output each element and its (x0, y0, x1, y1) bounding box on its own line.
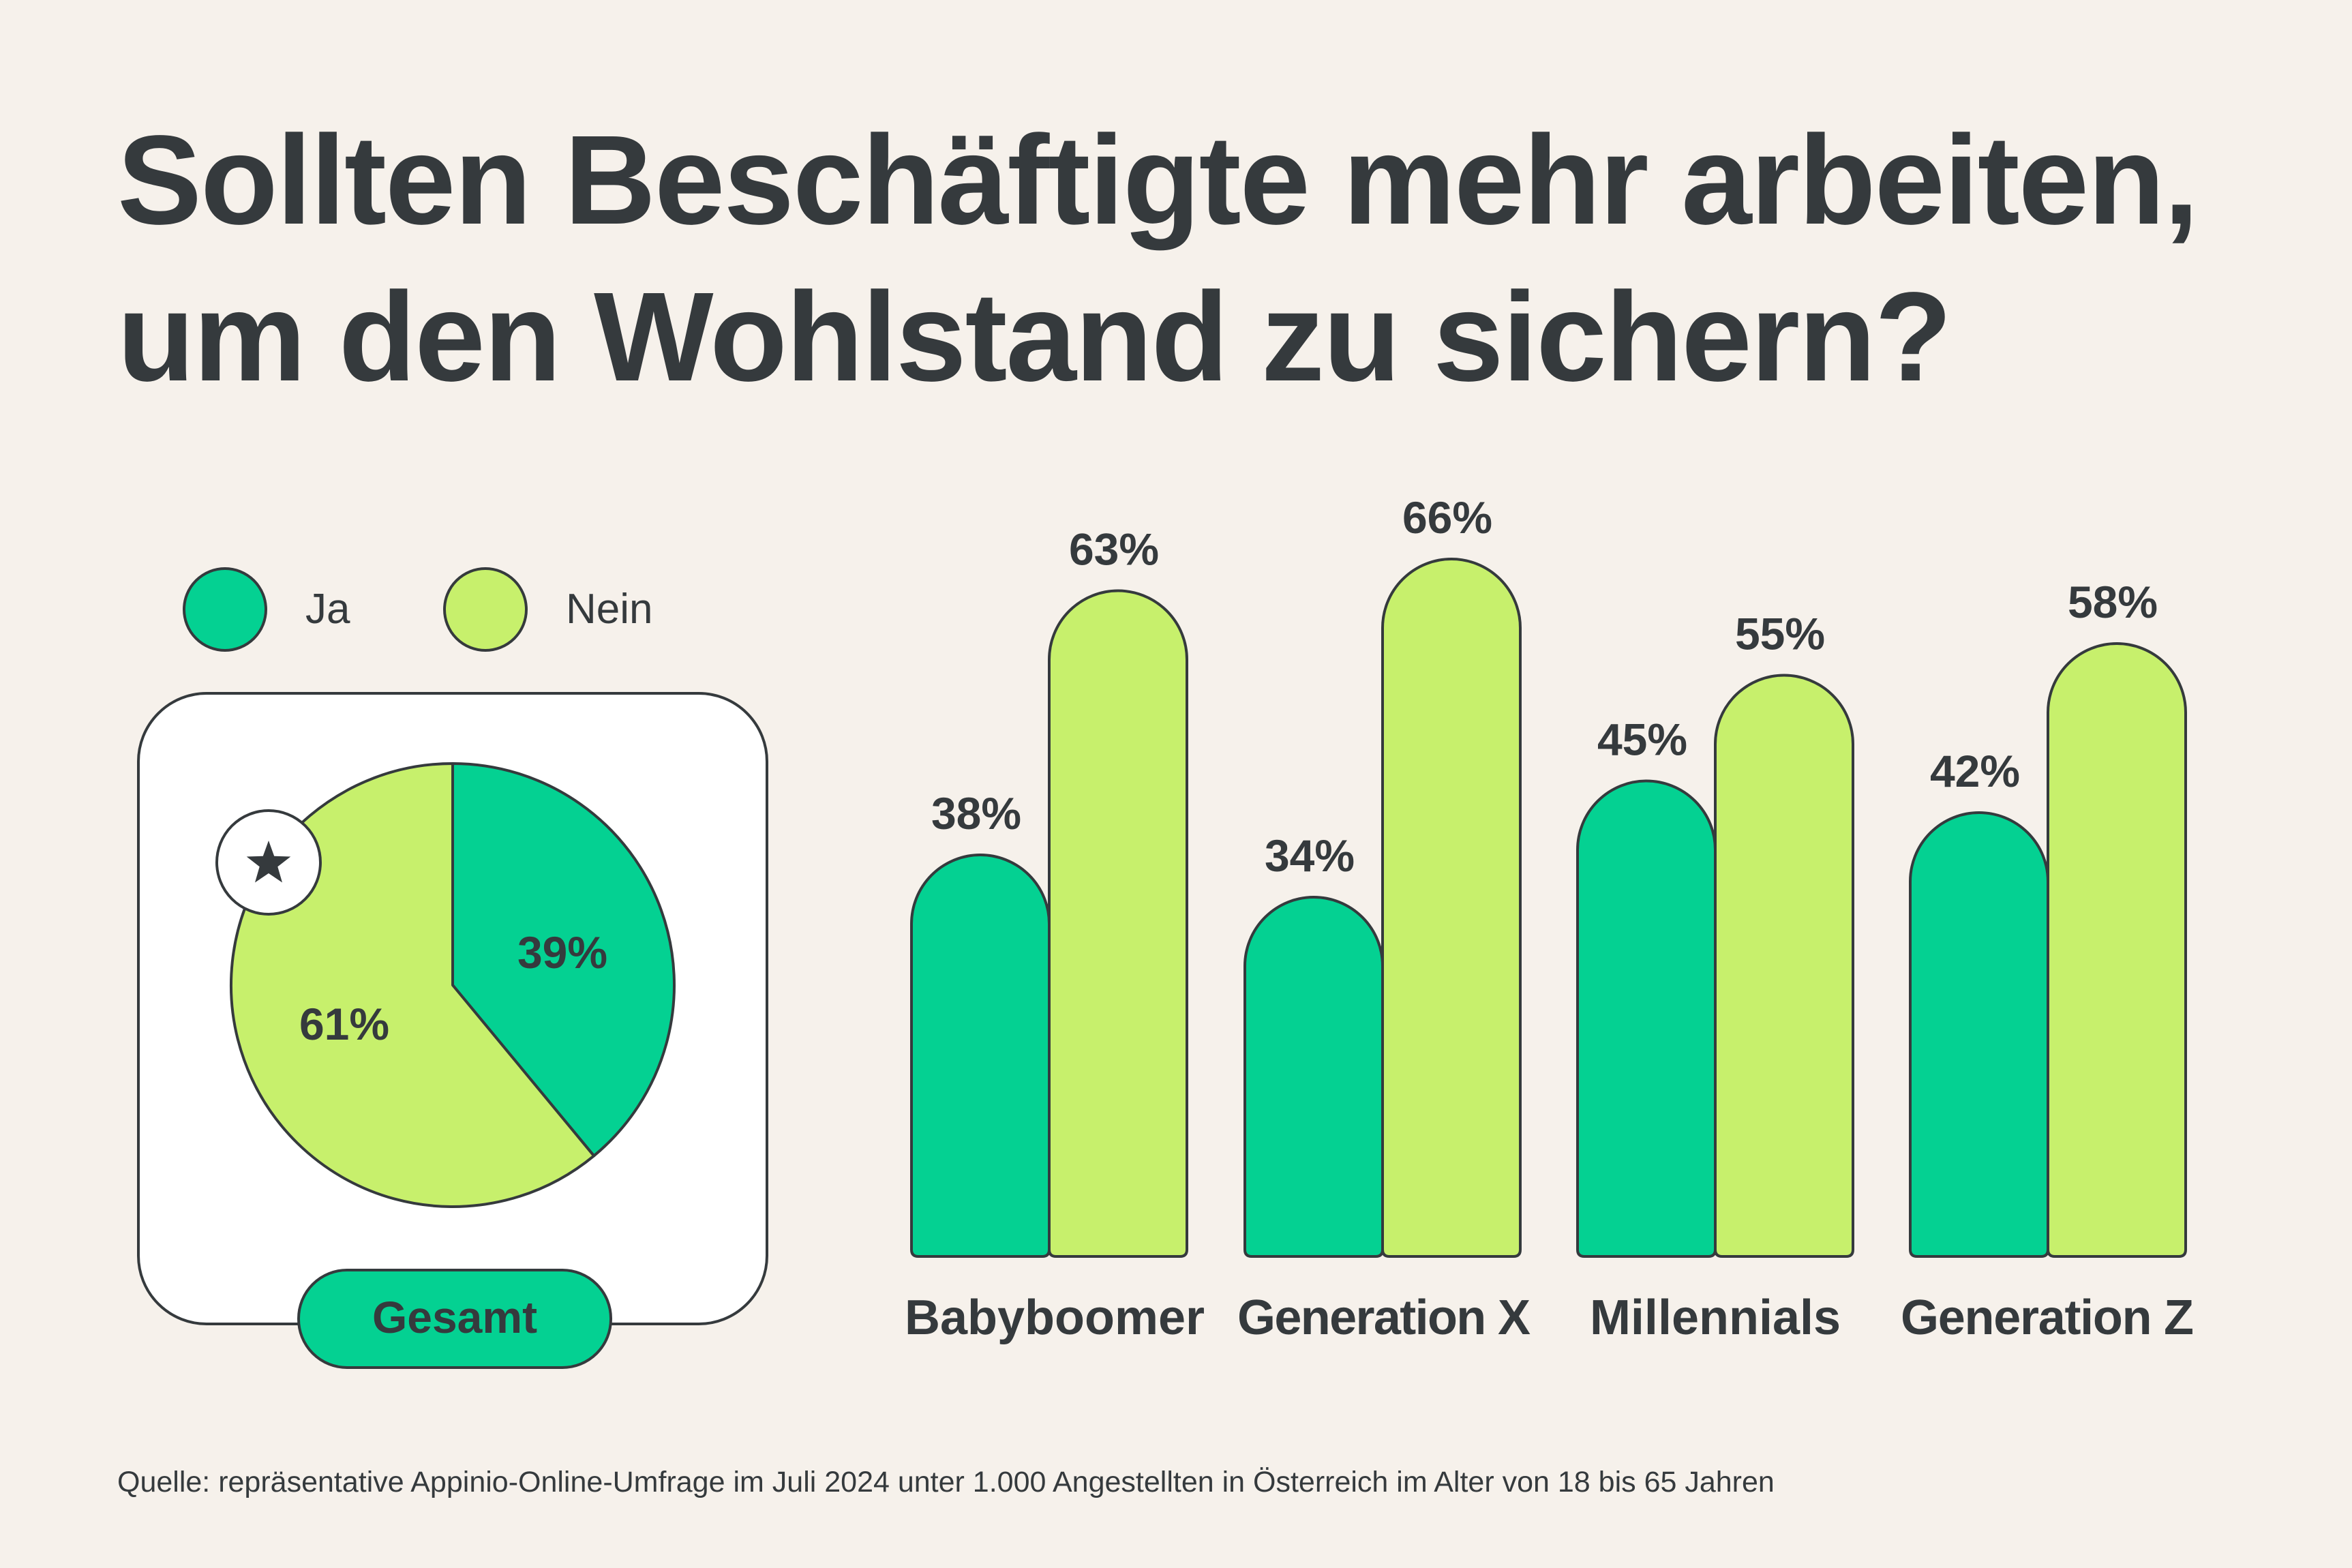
bar-chart: 38% 63% Babyboomer 34% 66% Generation X 45% 55%… (905, 492, 2194, 1345)
bar-value-label: 55% (1735, 609, 1825, 659)
category-label: Millennials (1590, 1291, 1841, 1345)
bar-value-label: 38% (931, 788, 1021, 839)
legend-swatch-nein (443, 567, 528, 652)
gesamt-label: Gesamt (372, 1292, 537, 1342)
bar-nein-millennials (1714, 674, 1854, 1258)
category-label: Generation X (1237, 1291, 1531, 1345)
category-label: Babyboomer (905, 1291, 1205, 1345)
legend: Ja Nein (183, 567, 653, 652)
bar-value-label: 63% (1069, 524, 1159, 575)
bar-nein-babyboomer (1048, 589, 1188, 1258)
source-note: Quelle: repräsentative Appinio-Online-Um… (117, 1466, 1775, 1498)
pie-chart-panel: 39% 61% Gesamt (137, 692, 768, 1369)
bar-nein-generation-x (1381, 558, 1522, 1258)
bar-value-label: 45% (1597, 714, 1687, 765)
pie-label-nein: 61% (299, 999, 389, 1049)
bar-ja-generation-z (1909, 811, 2049, 1258)
bar-value-label: 58% (2068, 577, 2158, 627)
title-line-2: um den Wohlstand zu sichern? (117, 267, 1952, 408)
bar-nein-generation-z (2047, 642, 2187, 1258)
bar-ja-generation-x (1243, 896, 1384, 1258)
bar-value-label: 34% (1265, 830, 1355, 881)
bar-value-label: 66% (1402, 492, 1492, 543)
star-icon (246, 841, 291, 883)
pie-slice-ja (451, 762, 676, 1158)
gesamt-label-pill (297, 1269, 612, 1369)
chart-title: Sollten Beschäftigte mehr arbeiten, um d… (117, 102, 2231, 416)
bar-ja-babyboomer (910, 854, 1051, 1258)
legend-label-nein: Nein (566, 586, 653, 633)
pie-label-ja: 39% (517, 927, 607, 978)
category-label: Generation Z (1901, 1291, 2194, 1345)
pie-slice-nein (230, 762, 596, 1208)
title-line-1: Sollten Beschäftigte mehr arbeiten, (117, 110, 2199, 251)
legend-label-ja: Ja (305, 586, 350, 633)
legend-swatch-ja (183, 567, 267, 652)
bar-value-label: 42% (1930, 746, 2020, 796)
bar-ja-millennials (1576, 779, 1717, 1258)
